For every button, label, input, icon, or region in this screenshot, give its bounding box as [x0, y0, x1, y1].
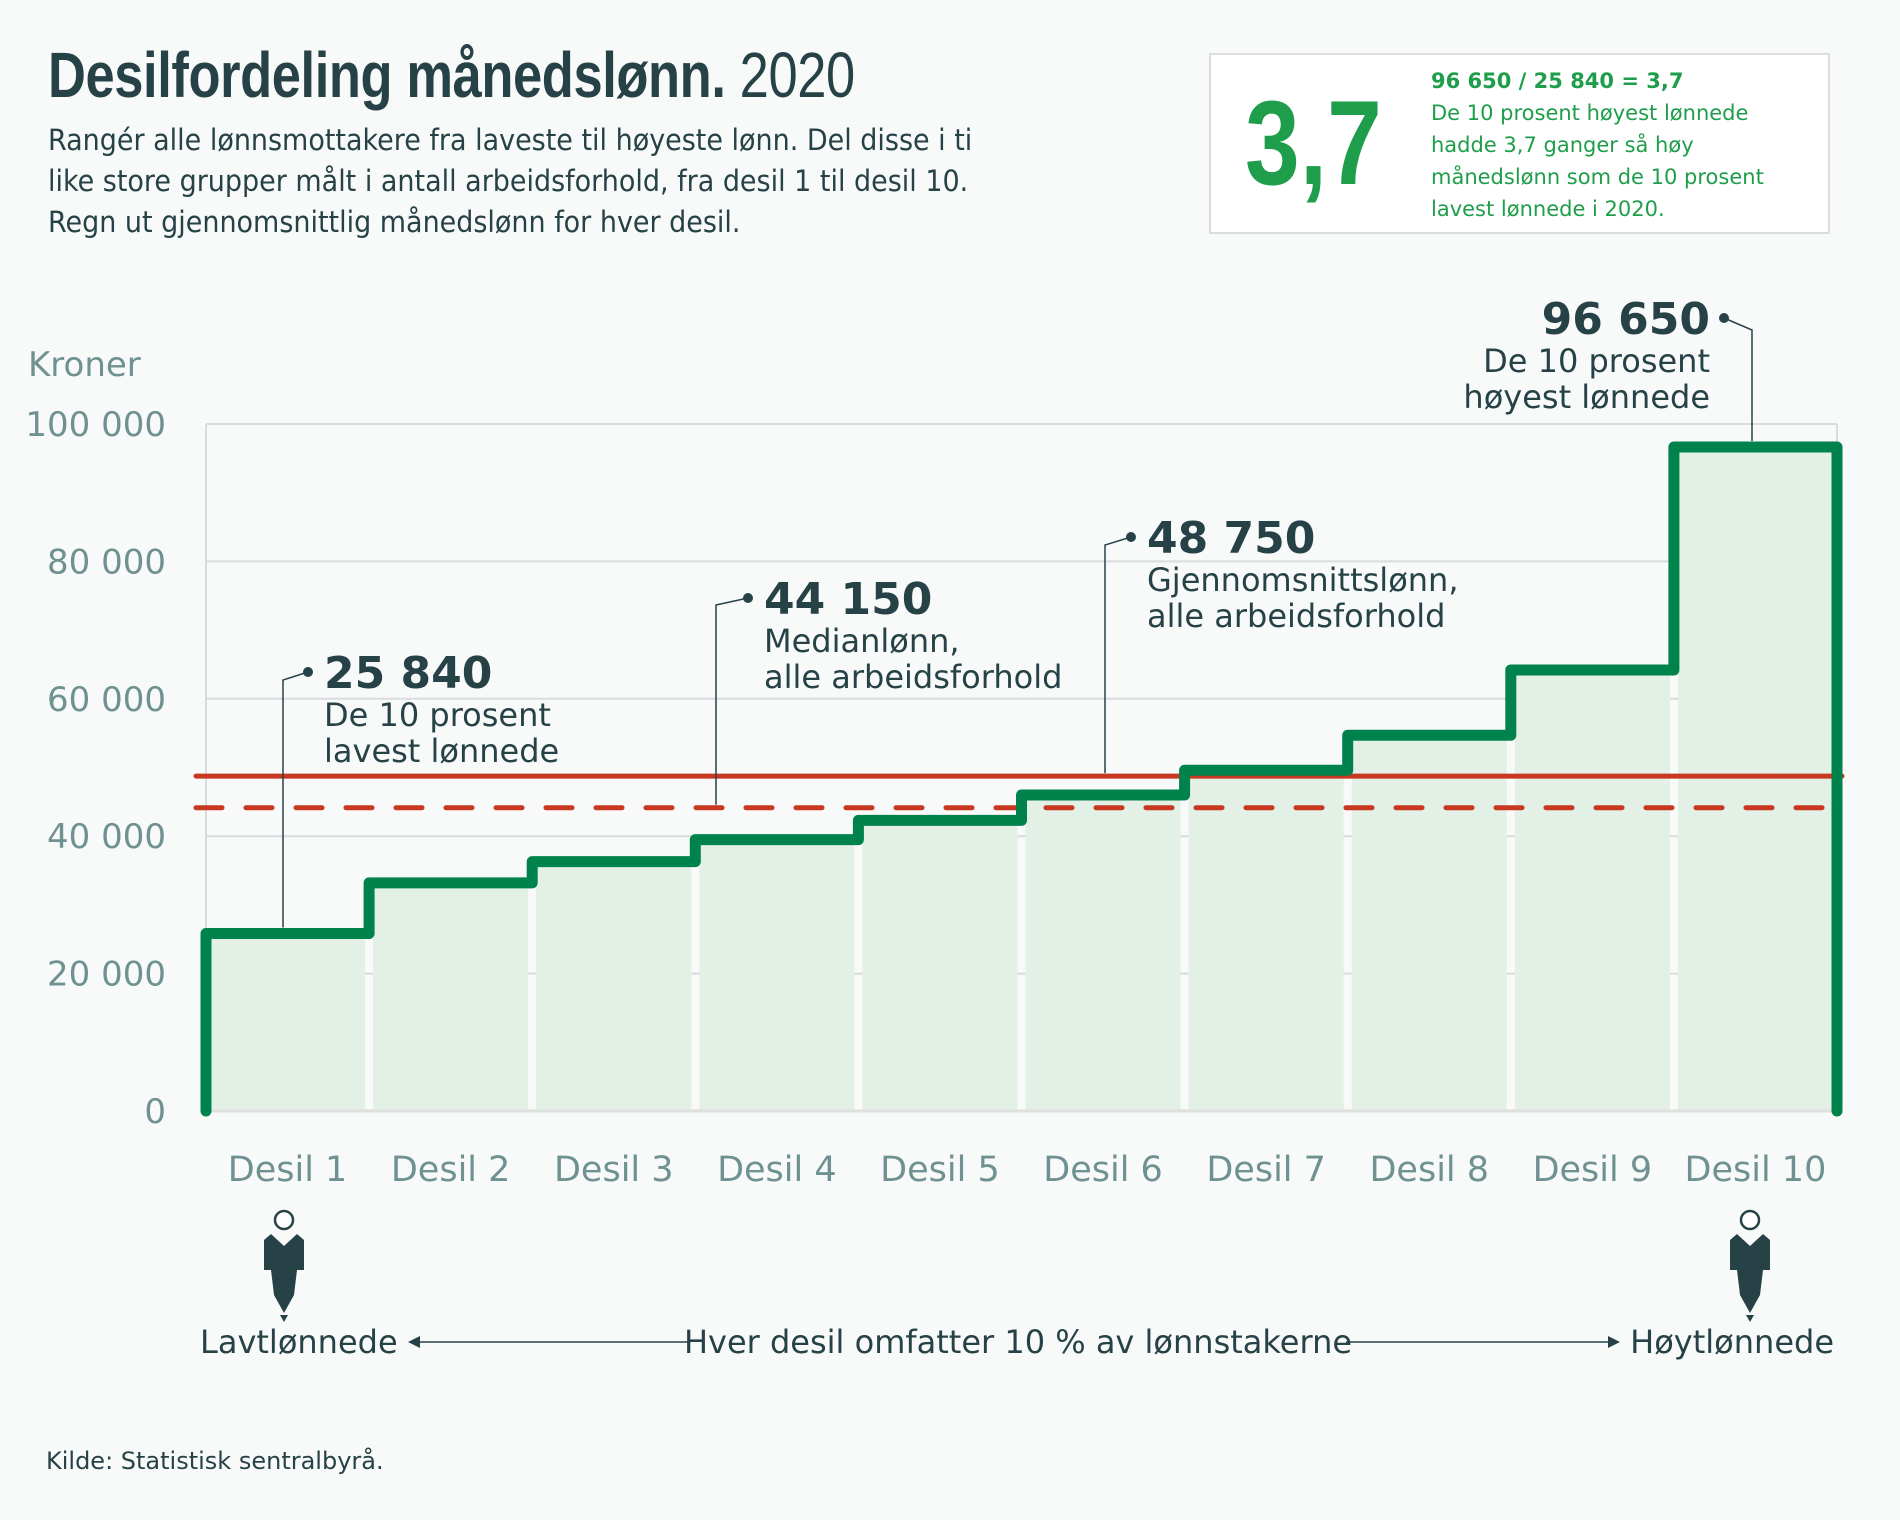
- annotation-leader: [1723, 317, 1753, 442]
- annotation-dot: [743, 593, 753, 603]
- y-tick-label: 0: [144, 1092, 166, 1132]
- decile-bar: [862, 820, 1018, 1111]
- annotation-text: De 10 prosent: [1483, 342, 1710, 380]
- x-tick-label: Desil 3: [554, 1150, 674, 1190]
- annotation-text: alle arbeidsforhold: [764, 658, 1062, 696]
- ratio-value: 3,7: [1245, 76, 1382, 210]
- source-note: Kilde: Statistisk sentralbyrå.: [46, 1447, 384, 1475]
- y-tick-label: 100 000: [25, 405, 166, 445]
- x-tick-label: Desil 7: [1206, 1150, 1326, 1190]
- decile-bar: [206, 933, 366, 1111]
- person-icon: [1730, 1209, 1770, 1322]
- ratio-equation: 96 650 / 25 840 = 3,7: [1431, 69, 1684, 93]
- annotation-value: 25 840: [324, 648, 492, 699]
- y-tick-label: 20 000: [47, 955, 166, 995]
- chart-subtitle: Rangér alle lønnsmottakere fra laveste t…: [48, 120, 1168, 243]
- annotation-leader: [282, 671, 309, 928]
- annotation-value: 96 650: [1542, 294, 1710, 345]
- annotation-value: 44 150: [764, 574, 932, 625]
- annotation-leader: [715, 597, 749, 805]
- annotation-value: 48 750: [1147, 513, 1315, 564]
- annotation-dot: [1719, 313, 1729, 323]
- ratio-line: månedslønn som de 10 prosent: [1431, 165, 1764, 189]
- subtitle-line: Rangér alle lønnsmottakere fra laveste t…: [48, 123, 973, 157]
- x-tick-label: Desil 6: [1043, 1150, 1163, 1190]
- annotation-text: Gjennomsnittslønn,: [1147, 561, 1459, 599]
- x-tick-label: Desil 8: [1369, 1150, 1489, 1190]
- decile-step-line: [200, 441, 1843, 1117]
- high-earners-label: Høytlønnede: [1630, 1323, 1834, 1361]
- title-main: Desilfordeling månedslønn.: [48, 39, 726, 111]
- y-tick-label: 40 000: [47, 817, 166, 857]
- x-tick-label: Desil 4: [717, 1150, 837, 1190]
- arrow-left-icon: [408, 1336, 420, 1348]
- decile-bar: [536, 861, 692, 1111]
- annotation-text: alle arbeidsforhold: [1147, 597, 1445, 635]
- annotation-text: høyest lønnede: [1463, 378, 1710, 416]
- chart-title: Desilfordeling månedslønn. 2020: [48, 38, 855, 112]
- decile-bar: [1351, 735, 1507, 1111]
- y-tick-label: 80 000: [47, 542, 166, 582]
- annotation-text: Medianlønn,: [764, 622, 960, 660]
- arrow-right-icon: [1608, 1336, 1620, 1348]
- annotation-leader: [1104, 536, 1132, 774]
- subtitle-line: like store grupper målt i antall arbeids…: [48, 164, 969, 198]
- annotation-dot: [303, 667, 313, 677]
- annotation-text: lavest lønnede: [324, 732, 559, 770]
- annotation-text: De 10 prosent: [324, 696, 551, 734]
- decile-bar: [1677, 447, 1833, 1111]
- title-year: 2020: [739, 39, 856, 111]
- decile-bar: [1188, 770, 1344, 1111]
- low-earners-label: Lavtlønnede: [200, 1323, 398, 1361]
- x-tick-label: Desil 9: [1533, 1150, 1653, 1190]
- y-tick-label: 60 000: [47, 680, 166, 720]
- decile-explanation: Hver desil omfatter 10 % av lønnstakerne: [684, 1323, 1352, 1361]
- decile-bar: [373, 882, 529, 1111]
- y-axis-label: Kroner: [28, 345, 141, 385]
- ratio-line: hadde 3,7 ganger så høy: [1431, 133, 1694, 157]
- ratio-line: De 10 prosent høyest lønnede: [1431, 101, 1749, 125]
- person-icon: [264, 1209, 304, 1322]
- x-tick-label: Desil 5: [880, 1150, 1000, 1190]
- decile-bar: [1025, 794, 1181, 1111]
- ratio-line: lavest lønnede i 2020.: [1431, 197, 1665, 221]
- x-tick-label: Desil 10: [1685, 1150, 1827, 1190]
- ratio-infobox: 3,7 96 650 / 25 840 = 3,7 De 10 prosent …: [1209, 53, 1830, 234]
- x-tick-label: Desil 2: [391, 1150, 511, 1190]
- x-tick-label: Desil 1: [228, 1150, 348, 1190]
- subtitle-line: Regn ut gjennomsnittlig månedslønn for h…: [48, 205, 741, 239]
- decile-bar: [699, 839, 855, 1111]
- ratio-explanation: 96 650 / 25 840 = 3,7 De 10 prosent høye…: [1431, 65, 1764, 225]
- annotation-dot: [1126, 532, 1136, 542]
- decile-bar: [1514, 669, 1670, 1111]
